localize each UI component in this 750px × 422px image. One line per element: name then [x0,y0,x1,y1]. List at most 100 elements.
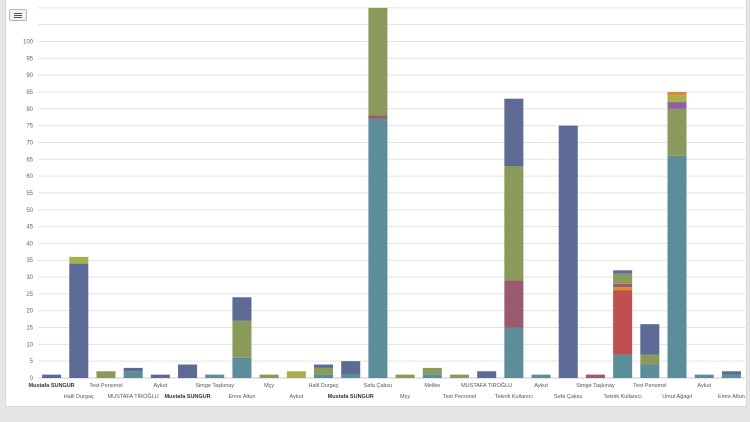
x-category-label: Emre Altun [228,394,255,400]
x-category-label: Test Personel [633,383,666,389]
bar-segment[interactable] [314,374,334,378]
y-tick-label: 40 [26,241,33,247]
y-tick-label: 65 [26,157,33,163]
bar-segment[interactable] [341,374,361,378]
bar-segment[interactable] [232,320,252,358]
bar-segment[interactable] [558,125,578,379]
hamburger-menu-icon[interactable] [9,9,27,21]
x-category-label: Mçy [264,383,274,389]
bar-segment[interactable] [613,354,633,378]
x-category-label: Test Personel [443,394,476,400]
x-category-label: Aykut [290,394,304,400]
bar-segment[interactable] [694,374,714,378]
bar-segment[interactable] [232,297,252,321]
x-category-label: Aykut [154,383,168,389]
bar-segment[interactable] [721,371,741,375]
x-category-label: Halil Durgaç [64,394,94,400]
x-category-label: Mustafa SUNGUR [164,394,210,400]
x-category-label: MUSTAFA TIROĞLU [461,382,512,389]
y-tick-label: 30 [26,275,33,281]
bar-segment[interactable] [477,371,497,378]
bar-segment[interactable] [504,98,524,166]
bar-segment[interactable] [341,361,361,375]
y-tick-label: 50 [26,208,33,214]
bar-segment[interactable] [368,115,388,119]
bar-segment[interactable] [314,364,334,368]
bar-segment[interactable] [96,371,116,378]
y-tick-label: 95 [26,56,33,62]
bar-segment[interactable] [42,374,62,378]
x-category-label: Aykut [697,383,711,389]
bar-segment[interactable] [150,374,170,378]
bar-segment[interactable] [259,374,279,378]
bar-segment[interactable] [721,374,741,378]
bar-segment[interactable] [613,287,633,291]
x-category-label: Sefa Çaksu [554,394,582,400]
x-category-label: Sefa Çaksu [364,383,392,389]
x-category-label: Emre Altun [718,394,745,400]
bar-segment[interactable] [449,374,469,378]
bar-segment[interactable] [123,371,143,378]
x-category-label: Aykut [534,383,548,389]
x-category-label: Teknik Kullanıcı [495,394,533,400]
y-tick-label: 90 [26,73,33,79]
bar-segment[interactable] [613,283,633,288]
bar-segment[interactable] [368,7,388,116]
y-tick-label: 20 [26,309,33,315]
bar-segment[interactable] [504,166,524,281]
bar-segment[interactable] [69,256,89,264]
bar-segment[interactable] [395,374,415,378]
bar-segment[interactable] [504,327,524,378]
x-category-label: MUSTAFA TIROĞLU [108,393,159,400]
y-tick-label: 10 [26,342,33,348]
bar-segment[interactable] [531,374,551,378]
bar-segment[interactable] [422,367,442,375]
y-tick-label: 80 [26,107,33,113]
x-category-label: Mçy [400,394,410,400]
y-axis-ticks: 0 5 10 15 20 25 30 35 40 45 50 55 60 65 70 75 80 85 90 95 10… [23,40,34,383]
bar-segment[interactable] [667,108,687,156]
bar-segment[interactable] [314,367,334,375]
bar-segment[interactable] [613,290,633,355]
grid-lines [38,7,745,379]
y-tick-label: 55 [26,191,33,197]
bar-segment[interactable] [667,95,687,103]
y-tick-label: 85 [26,90,33,96]
y-tick-label: 5 [30,359,34,365]
bar-segment[interactable] [613,273,633,284]
x-category-label: Simge Taşkınay [195,383,234,389]
bar-segment[interactable] [585,374,605,378]
x-category-label: Umut Ağagil [662,394,692,400]
y-tick-label: 0 [30,376,34,382]
y-tick-label: 75 [26,124,33,130]
x-category-label: Melike [424,383,440,389]
bar-segment[interactable] [368,118,388,378]
bar-segment[interactable] [504,280,524,328]
x-category-label: Mustafa SUNGUR [328,394,374,400]
y-tick-label: 35 [26,258,33,264]
bar-segment[interactable] [640,324,660,355]
bar-segment[interactable] [640,354,660,365]
x-category-label: Simge Taşkınay [576,383,615,389]
x-category-label: Test Personel [89,383,122,389]
bar-segment[interactable] [613,270,633,274]
y-tick-label: 15 [26,326,33,332]
bars [42,7,741,379]
bar-segment[interactable] [667,91,687,96]
bar-segment[interactable] [667,102,687,109]
bar-segment[interactable] [422,374,442,378]
y-tick-label: 60 [26,174,33,180]
bar-segment[interactable] [205,374,225,378]
x-category-label: Mustafa SUNGUR [29,383,75,389]
y-tick-label: 25 [26,292,33,298]
bar-segment[interactable] [178,364,198,378]
bar-segment[interactable] [232,357,252,378]
bar-segment[interactable] [286,371,306,378]
bar-segment[interactable] [667,155,687,378]
bar-segment[interactable] [69,263,89,378]
x-category-label: Teknik Kullanıcı [604,394,642,400]
bar-segment[interactable] [123,367,143,372]
bar-segment[interactable] [640,364,660,378]
y-tick-label: 45 [26,225,33,231]
